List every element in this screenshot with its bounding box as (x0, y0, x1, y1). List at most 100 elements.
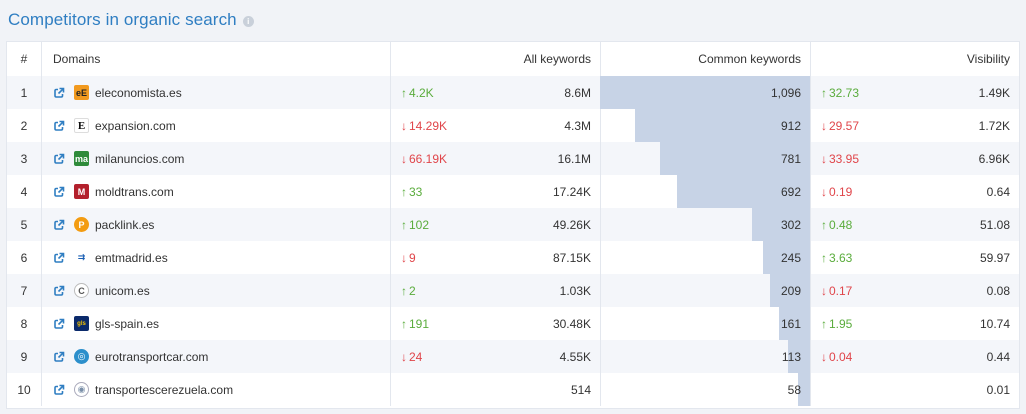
common-keywords-bar (635, 109, 810, 142)
all-keywords-value[interactable]: 17.24K (552, 184, 591, 199)
common-keywords-value[interactable]: 209 (780, 283, 801, 298)
visibility-cell: ↑ 3.63 59.97 (810, 241, 1019, 274)
visibility-cell: ↓ 0.17 0.08 (810, 274, 1019, 307)
external-link-icon[interactable] (53, 219, 65, 231)
common-keywords-bar (677, 175, 810, 208)
arrow-up-icon: ↑ (401, 184, 407, 199)
arrow-up-icon: ↑ (821, 85, 827, 100)
domain-link[interactable]: eleconomista.es (95, 85, 182, 100)
domain-cell: ◉ transportescerezuela.com (41, 373, 390, 406)
row-number: 4 (20, 184, 28, 199)
common-keywords-value[interactable]: 1,096 (770, 85, 801, 100)
domain-cell: gls gls-spain.es (41, 307, 390, 340)
column-header-common-keywords[interactable]: Common keywords (600, 42, 810, 76)
all-keywords-value[interactable]: 16.1M (557, 151, 591, 166)
column-header-number: # (20, 52, 28, 66)
external-link-icon[interactable] (53, 186, 65, 198)
row-number: 8 (20, 316, 28, 331)
arrow-up-icon: ↑ (821, 217, 827, 232)
domain-link[interactable]: transportescerezuela.com (95, 382, 234, 397)
table-row: 3 ma milanuncios.com ↓ 66.19K 16.1M 781 ↓ 33.95 6… (7, 142, 1019, 175)
visibility-value: 10.74 (979, 316, 1010, 331)
all-keywords-value[interactable]: 4.55K (559, 349, 591, 364)
common-keywords-value[interactable]: 58 (787, 382, 801, 397)
domain-link[interactable]: expansion.com (95, 118, 176, 133)
visibility-value: 1.72K (978, 118, 1010, 133)
common-keywords-cell: 245 (600, 241, 810, 274)
domain-link[interactable]: unicom.es (95, 283, 150, 298)
common-keywords-value[interactable]: 113 (781, 349, 801, 364)
all-keywords-cell: ↑ 102 49.26K (390, 208, 600, 241)
all-keywords-cell: ↑ 4.2K 8.6M (390, 76, 600, 109)
arrow-down-icon: ↓ (821, 283, 827, 298)
external-link-icon[interactable] (53, 120, 65, 132)
common-keywords-value[interactable]: 912 (780, 118, 801, 133)
common-keywords-value[interactable]: 781 (780, 151, 801, 166)
info-icon[interactable]: i (242, 16, 254, 27)
visibility-change-value: 32.73 (829, 85, 860, 100)
column-header-visibility-label: Visibility (966, 52, 1010, 66)
visibility-value: 51.08 (979, 217, 1010, 232)
external-link-icon[interactable] (53, 285, 65, 297)
column-header-all-keywords[interactable]: All keywords (390, 42, 600, 76)
common-keywords-bar (770, 274, 810, 307)
competitors-table: # Domains All keywords Common keywords V… (6, 41, 1020, 409)
all-keywords-value[interactable]: 1.03K (559, 283, 591, 298)
column-header-domains[interactable]: Domains (41, 42, 390, 76)
all-keywords-cell: ↓ 14.29K 4.3M (390, 109, 600, 142)
common-keywords-cell: 58 (600, 373, 810, 406)
domain-link[interactable]: moldtrans.com (95, 184, 174, 199)
common-keywords-value[interactable]: 692 (780, 184, 801, 199)
row-number: 2 (20, 118, 28, 133)
external-link-icon[interactable] (53, 351, 65, 363)
row-number: 7 (20, 283, 28, 298)
domain-cell: ◎ eurotransportcar.com (41, 340, 390, 373)
external-link-icon[interactable] (53, 384, 65, 396)
common-keywords-value[interactable]: 302 (780, 217, 801, 232)
visibility-value: 1.49K (978, 85, 1010, 100)
domain-link[interactable]: emtmadrid.es (95, 250, 168, 265)
all-keywords-value[interactable]: 87.15K (552, 250, 591, 265)
column-header-visibility[interactable]: Visibility (810, 42, 1019, 76)
domain-link[interactable]: eurotransportcar.com (95, 349, 209, 364)
domain-link[interactable]: milanuncios.com (95, 151, 185, 166)
common-keywords-cell: 209 (600, 274, 810, 307)
domain-link[interactable]: gls-spain.es (95, 316, 160, 331)
visibility-change: ↑ 3.63 (821, 241, 852, 274)
all-keywords-change-value: 24 (409, 349, 423, 364)
arrow-up-icon: ↑ (401, 316, 407, 331)
emtmadrid-favicon-icon: ⇉ (74, 250, 89, 265)
arrow-up-icon: ↑ (401, 283, 407, 298)
eleconomista-favicon-icon: eE (74, 85, 89, 100)
all-keywords-value[interactable]: 8.6M (564, 85, 591, 100)
common-keywords-bar (600, 76, 810, 109)
all-keywords-value[interactable]: 30.48K (552, 316, 591, 331)
domain-link[interactable]: packlink.es (95, 217, 155, 232)
visibility-cell: ↓ 33.95 6.96K (810, 142, 1019, 175)
visibility-change-value: 0.19 (829, 184, 853, 199)
all-keywords-value[interactable]: 49.26K (552, 217, 591, 232)
visibility-cell: 0.01 (810, 373, 1019, 406)
common-keywords-value[interactable]: 245 (780, 250, 801, 265)
external-link-icon[interactable] (53, 252, 65, 264)
all-keywords-change-value: 66.19K (409, 151, 448, 166)
common-keywords-bar (763, 241, 810, 274)
table-row: 9 ◎ eurotransportcar.com ↓ 24 4.55K 113 ↓ 0.04 0.… (7, 340, 1019, 373)
all-keywords-value[interactable]: 4.3M (564, 118, 591, 133)
visibility-change-value: 0.17 (829, 283, 853, 298)
common-keywords-value[interactable]: 161 (780, 316, 801, 331)
external-link-icon[interactable] (53, 87, 65, 99)
external-link-icon[interactable] (53, 153, 65, 165)
all-keywords-change: ↓ 66.19K (401, 142, 447, 175)
external-link-icon[interactable] (53, 318, 65, 330)
arrow-up-icon: ↑ (401, 85, 407, 100)
arrow-down-icon: ↓ (821, 184, 827, 199)
all-keywords-value[interactable]: 514 (570, 382, 591, 397)
common-keywords-bar (660, 142, 810, 175)
arrow-down-icon: ↓ (821, 118, 827, 133)
domain-cell: ma milanuncios.com (41, 142, 390, 175)
